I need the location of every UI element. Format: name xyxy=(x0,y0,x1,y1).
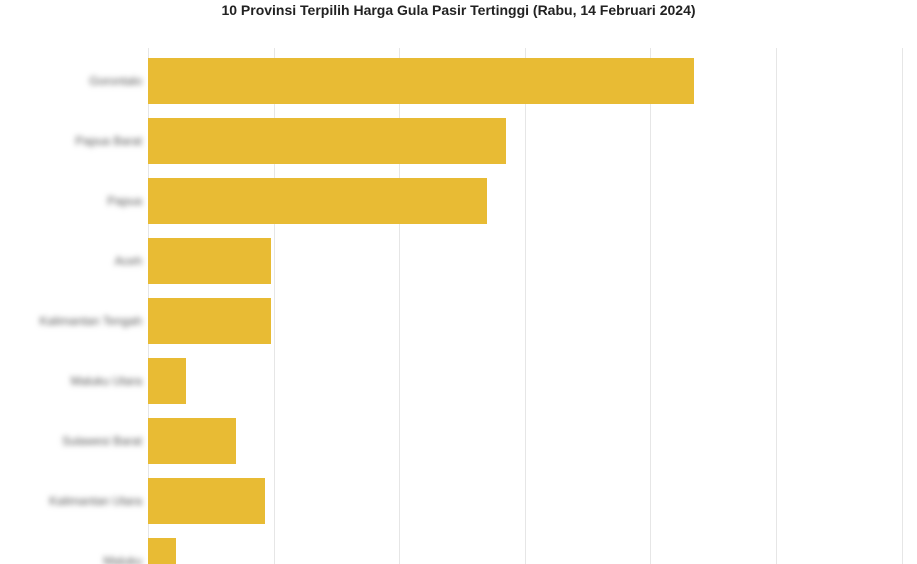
chart-title: 10 Provinsi Terpilih Harga Gula Pasir Te… xyxy=(0,0,917,18)
bar xyxy=(148,418,236,464)
bar-row: Aceh xyxy=(148,238,902,284)
category-label: Papua xyxy=(107,194,148,208)
category-label: Kalimantan Tengah xyxy=(39,314,148,328)
bar-row: Papua Barat xyxy=(148,118,902,164)
category-label: Maluku Utara xyxy=(71,374,148,388)
bar-row: Papua xyxy=(148,178,902,224)
category-label: Kalimantan Utara xyxy=(49,494,148,508)
bar-row: Kalimantan Tengah xyxy=(148,298,902,344)
bar xyxy=(148,238,271,284)
category-label: Maluku xyxy=(103,554,148,564)
bar xyxy=(148,478,265,524)
chart-plot-area: Gorontalo Papua Barat Papua Aceh Kaliman… xyxy=(148,48,902,564)
bar xyxy=(148,178,487,224)
bar-row: Maluku xyxy=(148,538,902,564)
bar-row: Maluku Utara xyxy=(148,358,902,404)
gridline xyxy=(902,48,903,564)
bar xyxy=(148,298,271,344)
bar-row: Kalimantan Utara xyxy=(148,478,902,524)
category-label: Sulawesi Barat xyxy=(62,434,148,448)
category-label: Gorontalo xyxy=(89,74,148,88)
bar-row: Sulawesi Barat xyxy=(148,418,902,464)
category-label: Aceh xyxy=(115,254,148,268)
bar xyxy=(148,358,186,404)
category-label: Papua Barat xyxy=(75,134,148,148)
bar xyxy=(148,58,694,104)
chart-bars: Gorontalo Papua Barat Papua Aceh Kaliman… xyxy=(148,48,902,564)
bar xyxy=(148,538,176,564)
bar-row: Gorontalo xyxy=(148,58,902,104)
bar xyxy=(148,118,506,164)
